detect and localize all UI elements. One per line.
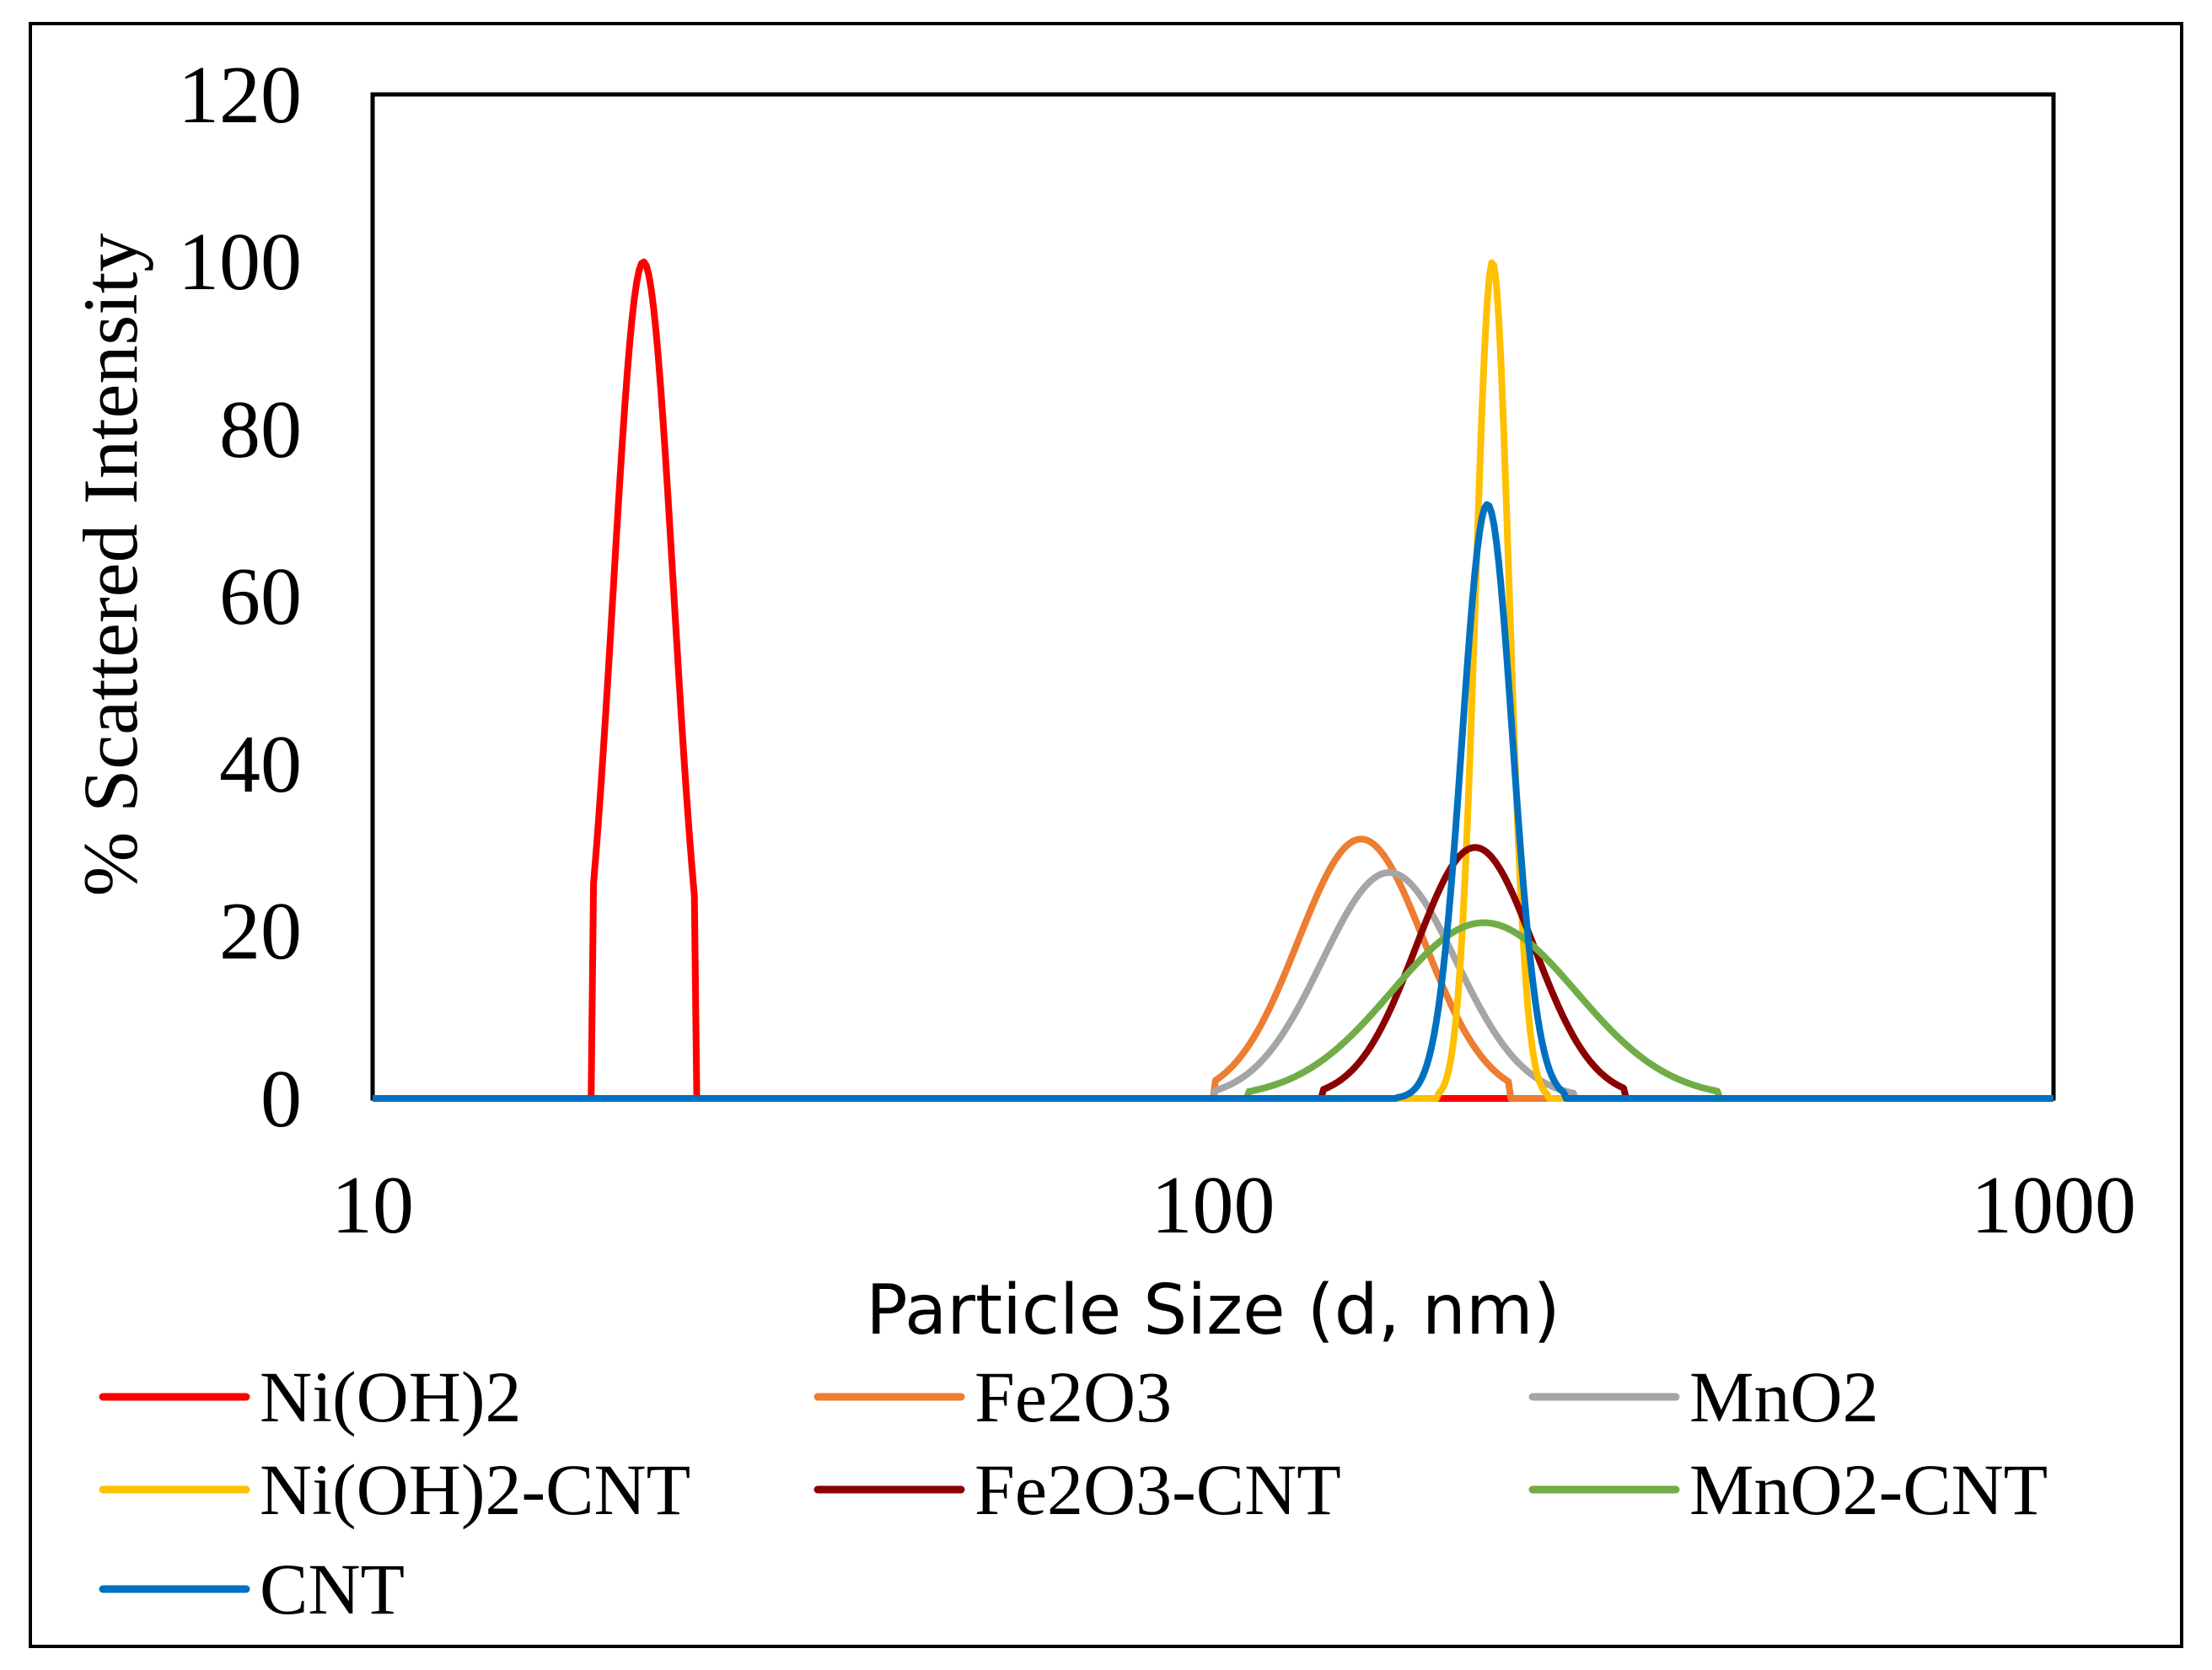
x-axis-label: Particle Size (d, nm)	[866, 1270, 1560, 1350]
y-tick-label-0: 0	[260, 1054, 302, 1145]
series-layer	[371, 258, 2055, 1102]
y-axis-label: % Scattered Intensity	[67, 234, 153, 897]
y-tick-label-1: 20	[219, 886, 302, 977]
y-tick-label-4: 80	[219, 384, 302, 475]
legend-label-fe2o3: Fe2O3	[974, 1356, 1172, 1437]
legend-label-mno2: MnO2	[1689, 1356, 1879, 1437]
x-tick-label-1: 100	[1152, 1160, 1275, 1251]
legend-label-cnt: CNT	[260, 1549, 405, 1630]
x-tick-label-0: 10	[331, 1160, 414, 1251]
y-tick-label-5: 100	[178, 217, 302, 308]
legend-label-fe2o3-cnt: Fe2O3-CNT	[974, 1449, 1341, 1530]
x-tick-label-2: 1000	[1971, 1160, 2136, 1251]
plot-area	[370, 92, 2056, 1101]
y-tick-label-6: 120	[178, 50, 302, 141]
y-tick-label-2: 40	[219, 719, 302, 810]
series-line-cnt	[371, 501, 2055, 1102]
y-tick-label-3: 60	[219, 551, 302, 642]
legend-label-mno2-cnt: MnO2-CNT	[1689, 1449, 2048, 1530]
legend: Ni(OH)2 Fe2O3 MnO2 Ni(OH)2-CNT Fe2O3-CNT…	[99, 1356, 2048, 1630]
legend-label-ni-oh-2-cnt: Ni(OH)2-CNT	[260, 1449, 690, 1530]
legend-label-ni-oh-2: Ni(OH)2	[260, 1356, 522, 1437]
